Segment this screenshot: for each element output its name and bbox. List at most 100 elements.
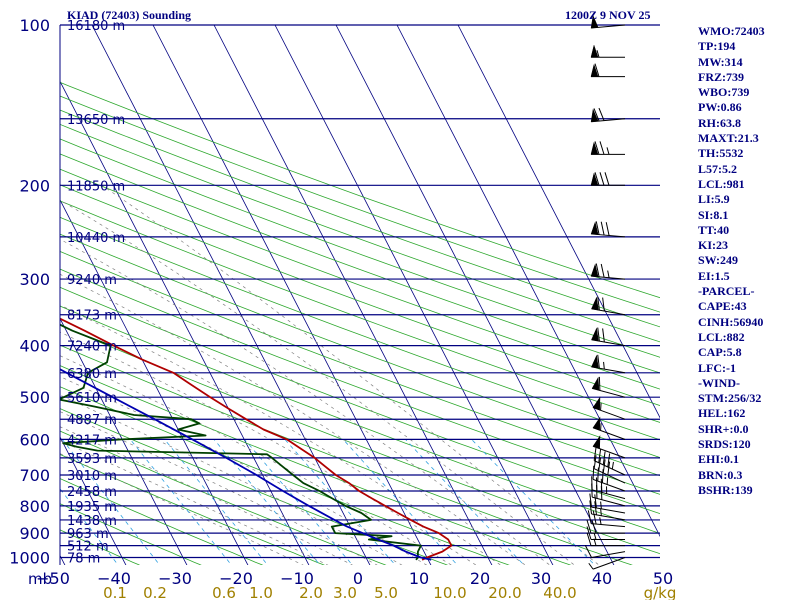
wind-barb-pennant [590, 221, 599, 235]
isotherm-line [274, 25, 554, 565]
height-label: 1438 m [67, 514, 117, 529]
dry-adiabat-line [60, 386, 510, 565]
moist-adiabat-line [60, 411, 378, 565]
wind-barb [590, 141, 625, 155]
wind-barb-full [598, 376, 601, 391]
wind-barb-half [607, 270, 610, 278]
wind-barb-half [606, 147, 610, 155]
wind-barb-full [607, 453, 611, 468]
isotherm-line [152, 25, 432, 565]
temperature-tick-label: 50 [653, 569, 673, 588]
dry-adiabat-line [60, 216, 660, 441]
wind-barb-full [602, 297, 605, 312]
wind-barb [588, 557, 626, 570]
stat-line: BRN:0.3 [698, 467, 743, 482]
dry-adiabat-line [60, 138, 660, 358]
wind-barb-half [606, 486, 608, 494]
height-label: 5610 m [67, 391, 117, 406]
isotherm-line [60, 199, 249, 565]
wind-barb-full [594, 172, 600, 186]
temperature-tick-label: 30 [531, 569, 551, 588]
mixing-ratio-label: 1.0 [249, 584, 273, 600]
temperature-tick-label: 10 [409, 569, 429, 588]
height-label: 4887 m [67, 413, 117, 428]
dry-adiabat-line [60, 153, 660, 374]
isotherm-lines [60, 25, 660, 565]
wind-barb-half [600, 403, 602, 411]
wind-barb-full [593, 455, 597, 469]
stat-line: FRZ:739 [698, 69, 744, 84]
temperature-tick-label: 0 [353, 569, 363, 588]
stat-line: -WIND- [698, 375, 740, 390]
wind-barb-full [591, 519, 597, 534]
wind-barb-full [602, 459, 606, 474]
wind-barb-pennant [591, 327, 599, 342]
wind-barb-full [595, 477, 598, 492]
station-title: KIAD (72403) Sounding [67, 8, 192, 22]
mixing-ratio-label: 10.0 [433, 584, 466, 600]
dry-adiabat-line [60, 430, 387, 565]
wind-barb [590, 44, 625, 58]
mixing-ratio-unit-label: g/kg [644, 584, 677, 600]
wind-barb-full [592, 465, 595, 480]
stat-line: MW:314 [698, 54, 743, 69]
wind-barb [589, 493, 626, 514]
isotherm-line [91, 25, 371, 565]
wind-barb-staff [592, 478, 626, 492]
dry-adiabat-line [60, 478, 264, 565]
height-label: 78 m [67, 552, 100, 567]
height-label: 963 m [67, 527, 109, 542]
wind-barb-full [589, 493, 593, 508]
temperature-tick-label: −50 [36, 569, 70, 588]
wind-barb-pennant [590, 108, 599, 123]
moist-adiabat-line [60, 273, 526, 565]
sounding-datetime: 1200Z 9 NOV 25 [565, 8, 651, 22]
temperature-tick-label: 20 [470, 569, 490, 588]
wind-barb-staff [591, 551, 626, 558]
stat-line: L57:5.2 [698, 161, 737, 176]
pressure-tick-label: 200 [19, 176, 50, 195]
stat-line: PW:0.86 [698, 100, 742, 115]
wind-barb-staff [592, 557, 626, 570]
mixing-ratio-label: 3.0 [333, 584, 357, 600]
wind-barb-pennant [590, 63, 599, 77]
dry-adiabat-line [60, 109, 660, 328]
wind-barb-full [586, 532, 592, 546]
stat-line: LI:5.9 [698, 192, 730, 207]
isotherm-line [60, 317, 188, 565]
stat-line: BSHR:139 [698, 482, 753, 497]
temperature-axis-labels: −50 −40 −30 −20 −10 0 10 20 30 40 50 [36, 569, 673, 588]
wind-barb-full [607, 461, 611, 476]
wind-barb-full [599, 172, 605, 186]
mixing-ratio-label: 0.6 [212, 584, 236, 600]
stat-line: LCL:882 [698, 329, 745, 344]
pressure-tick-label: 600 [19, 430, 50, 449]
wind-barb-pennant [592, 416, 601, 431]
mixing-ratio-line [61, 439, 161, 565]
wind-barb-half [600, 508, 602, 516]
wind-barb [590, 263, 626, 280]
stat-line: CINH:56940 [698, 314, 764, 329]
mixing-ratio-line [342, 439, 458, 565]
wind-barb [593, 455, 626, 484]
stat-line: TP:194 [698, 39, 736, 54]
isotherm-line [396, 25, 660, 537]
mixing-ratio-label: 5.0 [374, 584, 398, 600]
wind-barb-full [602, 451, 606, 465]
mixing-ratio-label: 2.0 [299, 584, 323, 600]
height-label: 13650 m [67, 113, 125, 128]
dry-adiabat-line [60, 324, 660, 555]
wind-barb [590, 221, 626, 238]
wind-barb-half [611, 461, 614, 470]
stat-line: SRDS:120 [698, 437, 751, 452]
wind-barb [586, 519, 625, 534]
pressure-tick-label: 1000 [9, 549, 50, 568]
dry-adiabat-line [60, 123, 660, 343]
wind-barb-full [600, 478, 603, 493]
wind-barb [592, 416, 626, 440]
wind-barb-half [593, 532, 597, 540]
pressure-tick-label: 900 [19, 524, 50, 543]
dry-adiabat-line [60, 286, 660, 515]
pressure-tick-label: 400 [19, 337, 50, 356]
dry-adiabat-line [60, 95, 660, 313]
